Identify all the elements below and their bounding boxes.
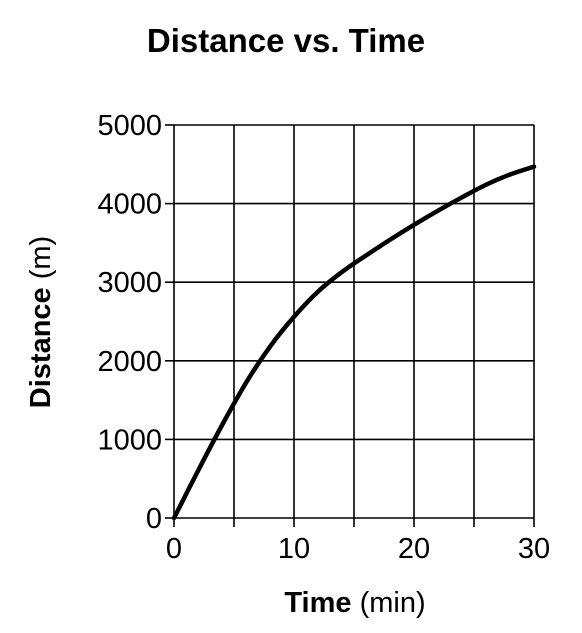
x-tick-label: 30 <box>518 533 550 565</box>
x-tick-label: 20 <box>398 533 430 565</box>
y-axis-label: Distance (m) <box>25 236 57 408</box>
y-tick-label: 1000 <box>97 424 162 456</box>
x-axis-label-unit: (min) <box>360 587 426 619</box>
distance-curve-line <box>171 164 537 521</box>
y-tick-label: 4000 <box>97 189 162 221</box>
grid-lines <box>165 124 535 527</box>
y-axis-ticks: 0 1000 2000 3000 4000 5000 <box>97 110 162 535</box>
x-axis-label: Time (min) <box>284 587 425 619</box>
x-axis-label-name: Time <box>284 587 351 619</box>
y-axis-label-name: Distance <box>25 287 57 408</box>
y-tick-label: 2000 <box>97 346 162 378</box>
x-tick-label: 10 <box>278 533 310 565</box>
y-axis-label-unit: (m) <box>25 236 57 279</box>
series-group <box>171 164 537 521</box>
y-tick-label: 3000 <box>97 267 162 299</box>
y-tick-label: 5000 <box>97 110 162 142</box>
x-axis-ticks: 0 10 20 30 <box>166 533 550 565</box>
chart-title: Distance vs. Time <box>147 22 425 59</box>
x-tick-label: 0 <box>166 533 182 565</box>
y-tick-label: 0 <box>146 503 162 535</box>
